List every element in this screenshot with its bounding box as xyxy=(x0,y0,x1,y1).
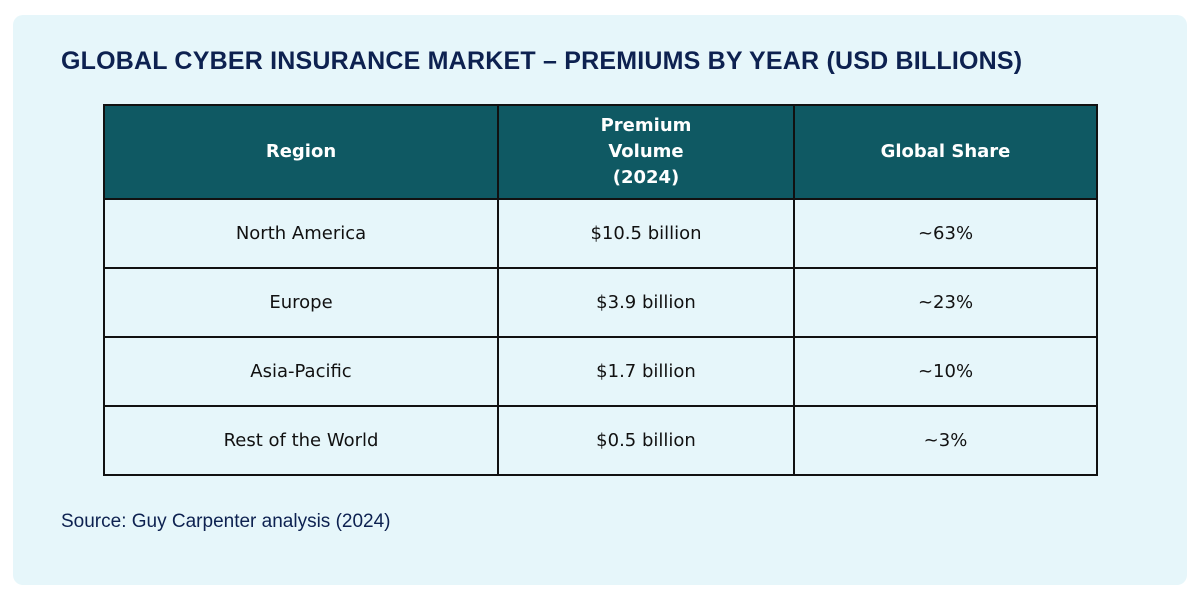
header-row: Region Premium Volume (2024) Global Shar… xyxy=(103,104,1098,200)
cell-region: North America xyxy=(103,198,499,269)
cell-share: ~3% xyxy=(793,405,1098,476)
cell-premium: $0.5 billion xyxy=(497,405,795,476)
table-row: North America $10.5 billion ~63% xyxy=(103,198,1098,269)
column-header-region: Region xyxy=(103,104,499,200)
cell-share: ~23% xyxy=(793,267,1098,338)
data-table: Region Premium Volume (2024) Global Shar… xyxy=(103,104,1098,476)
cell-region: Asia-Pacific xyxy=(103,336,499,407)
cell-share: ~63% xyxy=(793,198,1098,269)
cell-premium: $1.7 billion xyxy=(497,336,795,407)
table-row: Asia-Pacific $1.7 billion ~10% xyxy=(103,336,1098,407)
cell-share: ~10% xyxy=(793,336,1098,407)
source-note: Source: Guy Carpenter analysis (2024) xyxy=(61,511,391,532)
table-row: Europe $3.9 billion ~23% xyxy=(103,267,1098,338)
table-row: Rest of the World $0.5 billion ~3% xyxy=(103,405,1098,476)
cell-premium: $3.9 billion xyxy=(497,267,795,338)
column-header-share: Global Share xyxy=(793,104,1098,200)
cell-region: Europe xyxy=(103,267,499,338)
cell-premium: $10.5 billion xyxy=(497,198,795,269)
column-header-premium: Premium Volume (2024) xyxy=(497,104,795,200)
cell-region: Rest of the World xyxy=(103,405,499,476)
card: GLOBAL CYBER INSURANCE MARKET – PREMIUMS… xyxy=(13,15,1187,585)
table-title: GLOBAL CYBER INSURANCE MARKET – PREMIUMS… xyxy=(61,47,1023,75)
